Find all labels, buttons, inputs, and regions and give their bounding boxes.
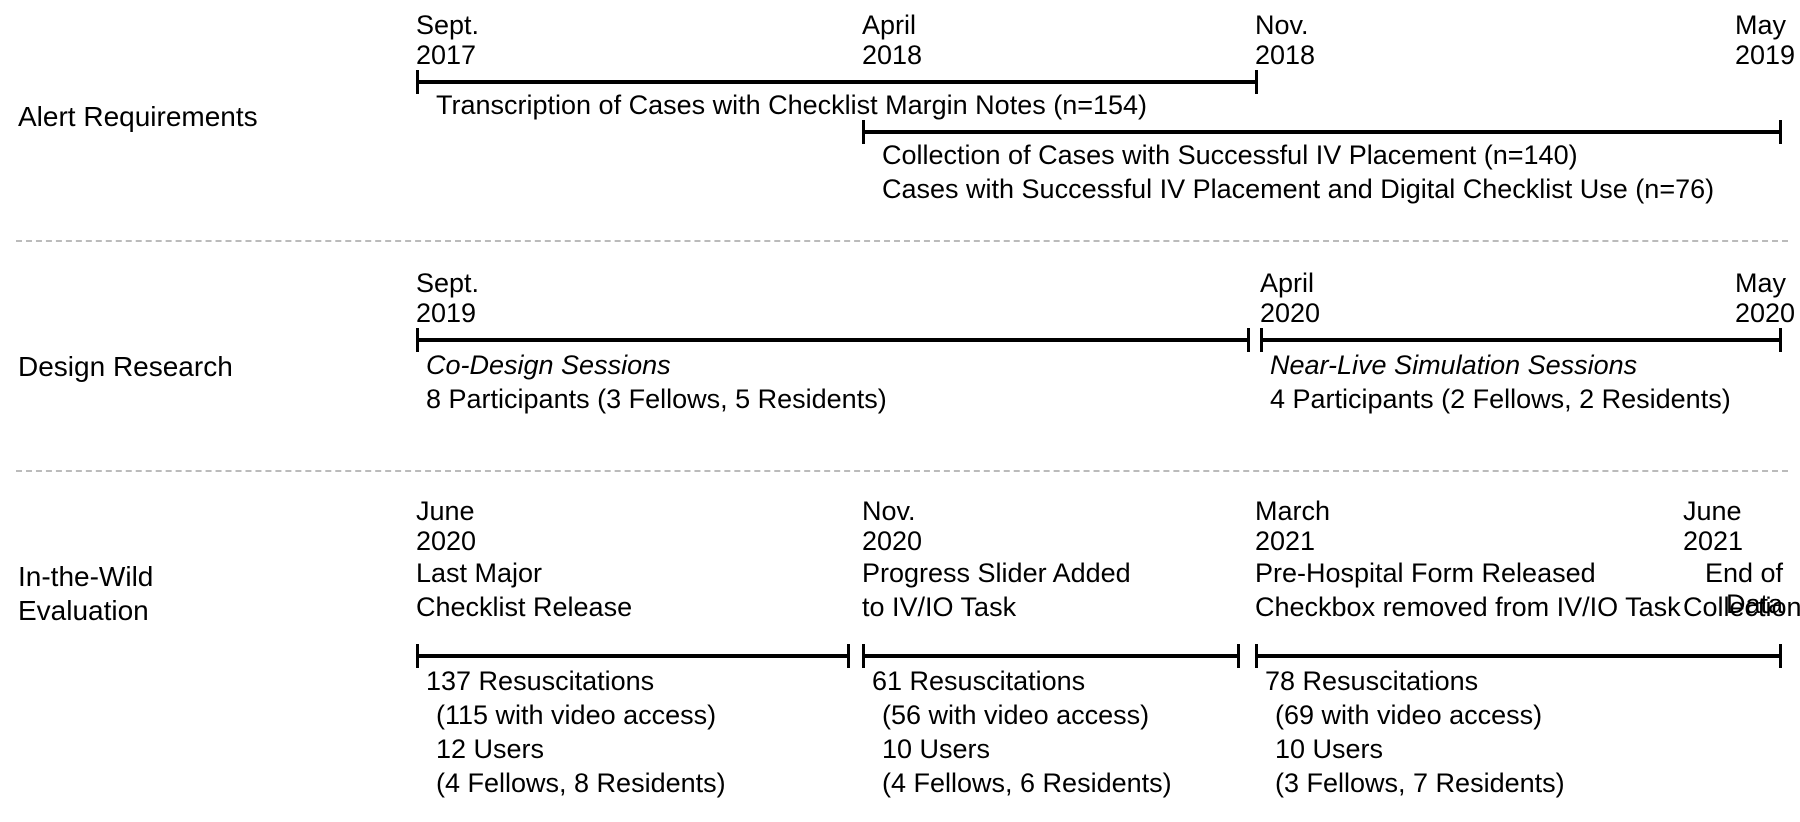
desc-june2021-l2: Collection <box>1683 592 1783 623</box>
segB-l1: 61 Resuscitations <box>872 666 1085 697</box>
divider-1 <box>16 240 1788 242</box>
row2-seg2-title: Near-Live Simulation Sessions <box>1270 350 1637 381</box>
row2-seg2-tick-end <box>1779 328 1782 352</box>
row3-segB-bar <box>862 654 1240 658</box>
date-sept-2017-month: Sept. <box>416 10 479 41</box>
desc-nov2020-l1: Progress Slider Added <box>862 558 1131 589</box>
divider-2 <box>16 470 1788 472</box>
row1-bar2 <box>862 130 1782 134</box>
date-april-2018-year: 2018 <box>862 40 922 71</box>
row3-label-line2: Evaluation <box>18 594 149 628</box>
segC-l1: 78 Resuscitations <box>1265 666 1478 697</box>
desc-june2020-l2: Checklist Release <box>416 592 632 623</box>
date-june-2020-year: 2020 <box>416 526 476 557</box>
desc-nov2020-l2: to IV/IO Task <box>862 592 1016 623</box>
segA-l2: (115 with video access) <box>436 700 716 731</box>
date-may-2020-year: 2020 <box>1735 298 1795 329</box>
segB-l3: 10 Users <box>882 734 990 765</box>
row3-segB-tick-end <box>1237 644 1240 668</box>
segA-l1: 137 Resuscitations <box>426 666 654 697</box>
date-nov-2020-month: Nov. <box>862 496 916 527</box>
row2-seg1-tick-end <box>1247 328 1250 352</box>
desc-march2021-l2: Checkbox removed from IV/IO Task <box>1255 592 1681 623</box>
date-may-2020-month: May <box>1735 268 1786 299</box>
row1-bar2-tick-end <box>1779 120 1782 144</box>
date-june-2021-year: 2021 <box>1683 526 1743 557</box>
date-may-2019-year: 2019 <box>1735 40 1795 71</box>
row2-seg2-bar <box>1260 338 1782 342</box>
row3-segC-bar <box>1255 654 1782 658</box>
row1-bar2-label1: Collection of Cases with Successful IV P… <box>882 140 1578 171</box>
segA-l3: 12 Users <box>436 734 544 765</box>
desc-march2021-l1: Pre-Hospital Form Released <box>1255 558 1596 589</box>
date-nov-2018-year: 2018 <box>1255 40 1315 71</box>
date-nov-2018-month: Nov. <box>1255 10 1309 41</box>
row1-label: Alert Requirements <box>18 100 258 134</box>
segB-l2: (56 with video access) <box>882 700 1149 731</box>
date-june-2020-month: June <box>416 496 475 527</box>
row2-seg1-bar <box>416 338 1250 342</box>
date-april-2018-month: April <box>862 10 916 41</box>
row3-segA-tick-end <box>847 644 850 668</box>
row2-seg1-title: Co-Design Sessions <box>426 350 671 381</box>
segA-l4: (4 Fellows, 8 Residents) <box>436 768 726 799</box>
row2-seg1-detail: 8 Participants (3 Fellows, 5 Residents) <box>426 384 887 415</box>
date-march-2021-month: March <box>1255 496 1330 527</box>
date-march-2021-year: 2021 <box>1255 526 1315 557</box>
date-sept-2019-year: 2019 <box>416 298 476 329</box>
segB-l4: (4 Fellows, 6 Residents) <box>882 768 1172 799</box>
row1-bar2-label2: Cases with Successful IV Placement and D… <box>882 174 1714 205</box>
date-april-2020-year: 2020 <box>1260 298 1320 329</box>
row3-segC-tick-end <box>1779 644 1782 668</box>
date-june-2021-month: June <box>1683 496 1742 527</box>
date-nov-2020-year: 2020 <box>862 526 922 557</box>
date-april-2020-month: April <box>1260 268 1314 299</box>
date-may-2019-month: May <box>1735 10 1786 41</box>
row1-bar1 <box>416 80 1258 84</box>
row3-label-line1: In-the-Wild <box>18 560 153 594</box>
row2-label: Design Research <box>18 350 233 384</box>
row2-seg2-detail: 4 Participants (2 Fellows, 2 Residents) <box>1270 384 1731 415</box>
segC-l3: 10 Users <box>1275 734 1383 765</box>
date-sept-2019-month: Sept. <box>416 268 479 299</box>
segC-l2: (69 with video access) <box>1275 700 1542 731</box>
row1-bar1-tick-end <box>1255 70 1258 94</box>
segC-l4: (3 Fellows, 7 Residents) <box>1275 768 1565 799</box>
date-sept-2017-year: 2017 <box>416 40 476 71</box>
row1-bar1-label: Transcription of Cases with Checklist Ma… <box>436 90 1147 121</box>
desc-june2020-l1: Last Major <box>416 558 542 589</box>
row3-segA-bar <box>416 654 850 658</box>
